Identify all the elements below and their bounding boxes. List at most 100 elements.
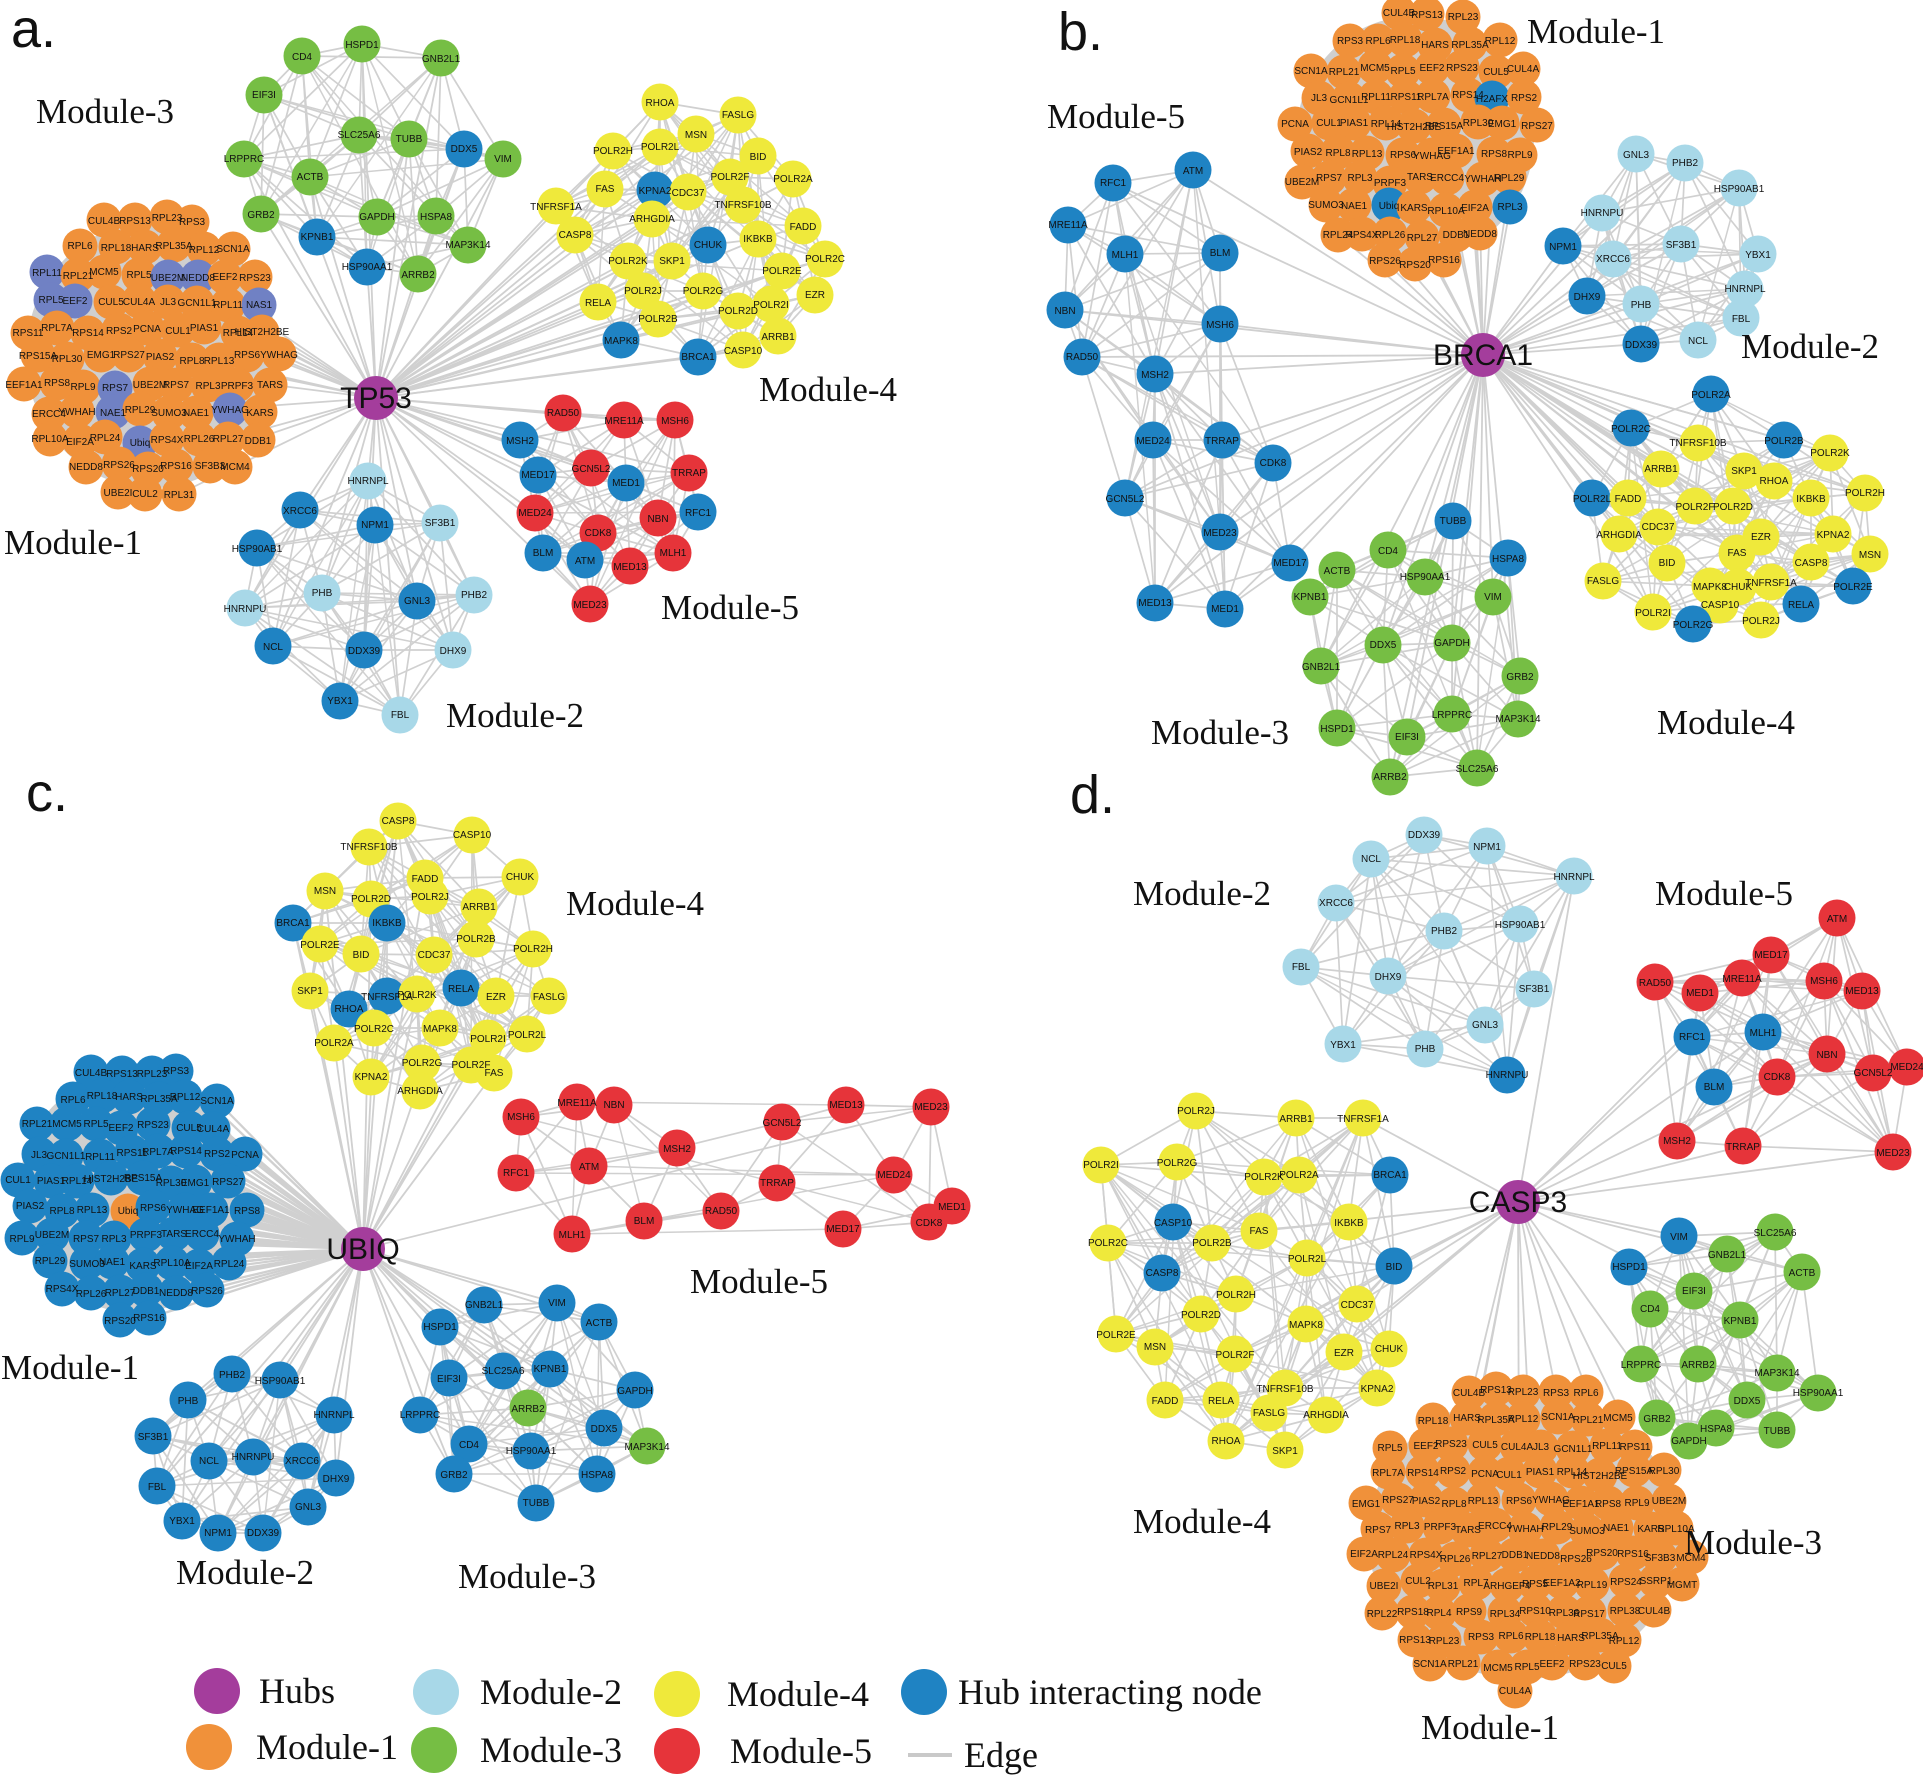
svg-text:RPL35A: RPL35A	[1451, 40, 1489, 51]
svg-text:PCNA: PCNA	[1471, 1469, 1499, 1480]
svg-text:Ubiq: Ubiq	[1379, 201, 1400, 212]
svg-text:ERCC4: ERCC4	[1430, 173, 1464, 184]
svg-text:HIST2H2BE: HIST2H2BE	[1573, 1471, 1628, 1482]
svg-text:CUL5: CUL5	[1472, 1440, 1498, 1451]
svg-text:TNFRSF1A: TNFRSF1A	[361, 992, 413, 1003]
svg-text:RPS6: RPS6	[1506, 1496, 1533, 1507]
svg-text:POLR2C: POLR2C	[1611, 424, 1651, 435]
svg-text:RPS27: RPS27	[1521, 121, 1553, 132]
svg-text:POLR2G: POLR2G	[1157, 1158, 1198, 1169]
svg-text:YWHAH: YWHAH	[1464, 174, 1501, 185]
svg-text:NCL: NCL	[263, 642, 283, 653]
svg-text:ARHGDIA: ARHGDIA	[1303, 1410, 1349, 1421]
svg-text:RPL21: RPL21	[1448, 1659, 1479, 1670]
svg-text:RPL34: RPL34	[1490, 1609, 1521, 1620]
svg-text:CASP10: CASP10	[453, 830, 492, 841]
svg-text:POLR2L: POLR2L	[641, 142, 680, 153]
svg-text:CASP8: CASP8	[1795, 558, 1828, 569]
svg-text:RPS26: RPS26	[103, 460, 135, 471]
svg-text:RPS26: RPS26	[1560, 1554, 1592, 1565]
svg-text:RPS27: RPS27	[1382, 1495, 1414, 1506]
svg-text:RFC1: RFC1	[685, 508, 712, 519]
svg-text:TARS: TARS	[257, 380, 283, 391]
svg-text:RPL6: RPL6	[67, 241, 92, 252]
svg-text:CASP8: CASP8	[382, 816, 415, 827]
svg-text:RPL18: RPL18	[1390, 35, 1421, 46]
svg-text:RPL8: RPL8	[49, 1206, 74, 1217]
svg-text:POLR2G: POLR2G	[683, 286, 724, 297]
svg-text:FADD: FADD	[412, 874, 439, 885]
svg-text:Ubiq: Ubiq	[118, 1206, 139, 1217]
svg-text:TNFRSF1A: TNFRSF1A	[530, 202, 582, 213]
svg-text:GNB2L1: GNB2L1	[465, 1300, 504, 1311]
svg-text:RHOA: RHOA	[335, 1004, 364, 1015]
svg-text:MSH6: MSH6	[1810, 976, 1838, 987]
svg-text:RPS13: RPS13	[119, 216, 151, 227]
svg-text:POLR2H: POLR2H	[593, 146, 633, 157]
svg-text:Module-4: Module-4	[566, 884, 704, 923]
svg-text:PCNA: PCNA	[231, 1150, 259, 1161]
svg-text:MED17: MED17	[826, 1224, 860, 1235]
svg-text:RPL38: RPL38	[1610, 1606, 1641, 1617]
svg-text:RPL9: RPL9	[1624, 1498, 1649, 1509]
svg-text:BID: BID	[1386, 1262, 1403, 1273]
svg-text:EEF1A1: EEF1A1	[5, 380, 43, 391]
svg-text:RPL30: RPL30	[156, 1178, 187, 1189]
svg-text:RPL5: RPL5	[126, 270, 151, 281]
svg-text:EZR: EZR	[805, 290, 825, 301]
svg-text:GNB2L1: GNB2L1	[422, 54, 461, 65]
svg-text:MED24: MED24	[877, 1170, 911, 1181]
svg-text:HSP90AB1: HSP90AB1	[232, 544, 283, 555]
svg-text:MED23: MED23	[1876, 1148, 1910, 1159]
svg-text:RPL22: RPL22	[1367, 1609, 1398, 1620]
svg-text:CASP3: CASP3	[1469, 1186, 1567, 1219]
svg-text:NAE1: NAE1	[1603, 1523, 1630, 1534]
svg-text:RPS14: RPS14	[1407, 1468, 1439, 1479]
svg-text:FASLG: FASLG	[722, 110, 754, 121]
svg-text:RPS2: RPS2	[106, 326, 133, 337]
svg-text:POLR2I: POLR2I	[470, 1034, 506, 1045]
svg-text:PIAS2: PIAS2	[1294, 147, 1323, 158]
svg-text:CDC37: CDC37	[418, 950, 451, 961]
svg-text:CASP10: CASP10	[1701, 600, 1740, 611]
svg-text:PRPF3: PRPF3	[1374, 178, 1407, 189]
svg-text:BLM: BLM	[1210, 248, 1231, 259]
svg-text:GRB2: GRB2	[440, 1470, 468, 1481]
svg-text:UBIQ: UBIQ	[326, 1233, 399, 1266]
svg-text:BRCA1: BRCA1	[1373, 1170, 1407, 1181]
svg-text:RHOA: RHOA	[1760, 476, 1789, 487]
svg-text:EIF3I: EIF3I	[252, 90, 276, 101]
svg-text:GCN5L2: GCN5L2	[572, 464, 611, 475]
svg-text:POLR2F: POLR2F	[711, 172, 750, 183]
svg-text:Module-4: Module-4	[1657, 703, 1795, 742]
svg-text:Module-3: Module-3	[480, 1730, 622, 1770]
svg-text:CASP8: CASP8	[1146, 1268, 1179, 1279]
svg-text:FASLG: FASLG	[1587, 576, 1619, 587]
svg-text:CDC37: CDC37	[672, 188, 705, 199]
svg-text:HIST2H2BE: HIST2H2BE	[1387, 122, 1442, 133]
svg-text:CUL5: CUL5	[1601, 1661, 1627, 1672]
svg-text:MED1: MED1	[612, 478, 640, 489]
svg-text:DDX5: DDX5	[1734, 1396, 1761, 1407]
svg-text:RPL36: RPL36	[1549, 1608, 1580, 1619]
svg-text:PRPF3: PRPF3	[130, 1230, 163, 1241]
svg-text:RPL5: RPL5	[38, 295, 63, 306]
svg-text:NPM1: NPM1	[1473, 842, 1501, 853]
svg-text:MRE11A: MRE11A	[557, 1098, 597, 1109]
svg-text:UBE2M: UBE2M	[1652, 1496, 1686, 1507]
svg-text:RPL10A: RPL10A	[31, 434, 69, 445]
svg-text:NCL: NCL	[1361, 854, 1381, 865]
svg-text:TRRAP: TRRAP	[760, 1178, 794, 1189]
svg-text:MED1: MED1	[1211, 604, 1239, 615]
svg-text:EEF1A1: EEF1A1	[192, 1205, 230, 1216]
svg-text:POLR2D: POLR2D	[1713, 502, 1753, 513]
svg-text:POLR2G: POLR2G	[402, 1058, 443, 1069]
svg-text:RPS4X: RPS4X	[151, 435, 184, 446]
svg-text:MCM5: MCM5	[1483, 1663, 1513, 1674]
svg-text:RPL29: RPL29	[35, 1256, 66, 1267]
svg-text:FASLG: FASLG	[533, 992, 565, 1003]
svg-text:MED23: MED23	[1203, 528, 1237, 539]
svg-text:HIST2H2BE: HIST2H2BE	[235, 327, 290, 338]
svg-text:BRCA1: BRCA1	[681, 352, 715, 363]
svg-text:MRE11A: MRE11A	[1048, 220, 1088, 231]
